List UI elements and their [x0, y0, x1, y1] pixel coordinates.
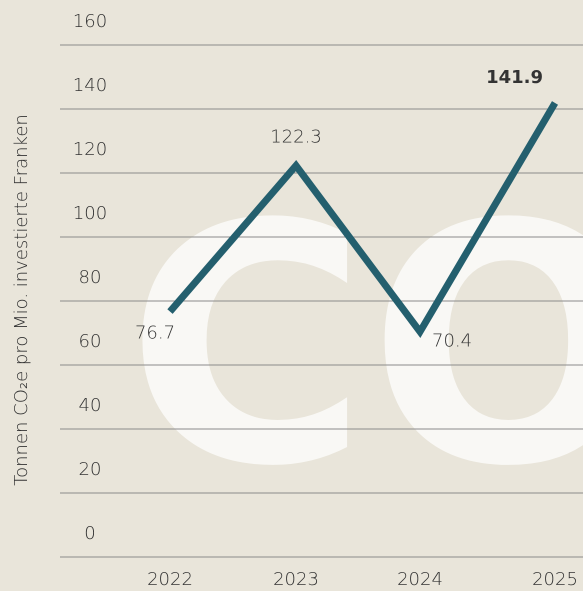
y-tick-label: 140	[73, 75, 107, 96]
x-tick-label: 2024	[397, 569, 443, 590]
y-axis-label: Tonnen CO₂e pro Mio. investierte Franken	[11, 114, 32, 486]
y-tick-label: 20	[79, 459, 102, 480]
x-tick-label: 2023	[273, 569, 319, 590]
y-tick-label: 100	[73, 203, 107, 224]
data-label: 141.9	[486, 67, 543, 88]
y-tick-label: 160	[73, 11, 107, 32]
y-tick-label: 80	[79, 267, 102, 288]
y-tick-label: 60	[79, 331, 102, 352]
y-tick-label: 40	[79, 395, 102, 416]
data-label: 70.4	[432, 331, 472, 352]
line	[167, 101, 559, 339]
y-tick-label: 0	[84, 523, 95, 544]
y-tick-label: 120	[73, 139, 107, 160]
x-tick-label: 2025	[532, 569, 578, 590]
x-tick-label: 2022	[147, 569, 193, 590]
data-label: 122.3	[270, 127, 322, 148]
watermark: CO	[126, 154, 583, 538]
data-label: 76.7	[135, 323, 175, 344]
